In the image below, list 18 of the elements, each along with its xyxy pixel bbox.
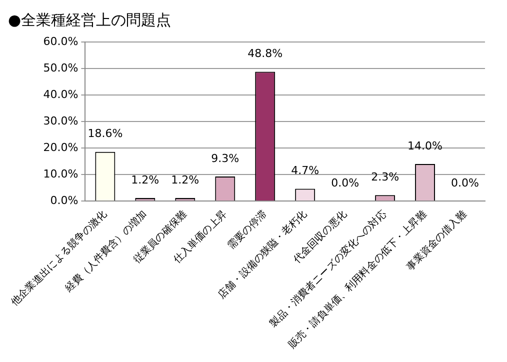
data-label: 18.6% [88,127,123,140]
data-label: 48.8% [248,47,283,60]
data-label: 14.0% [408,139,443,152]
chart-title: ●全業種経営上の問題点 [8,10,172,29]
y-tick-label: 40.0% [43,88,78,101]
data-label: 0.0% [331,176,360,190]
y-tick-label: 20.0% [43,140,78,154]
data-label: 2.3% [371,170,400,184]
data-label: 9.3% [211,152,240,165]
data-label: 1.2% [131,173,160,186]
data-label: 0.0% [451,176,479,190]
y-tick-label: 50.0% [43,61,78,74]
data-label: 4.7% [291,164,320,178]
y-tick-label: 30.0% [43,114,78,128]
y-tick-label: 10.0% [43,167,78,180]
data-label: 1.2% [171,173,200,186]
y-tick-label: 0.0% [50,194,78,208]
y-tick-label: 60.0% [43,34,78,48]
